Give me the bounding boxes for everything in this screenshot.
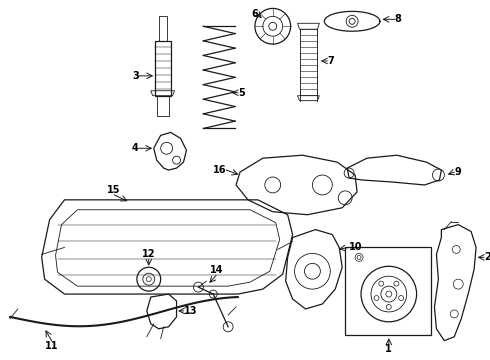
Bar [157, 96, 169, 116]
Text: 6: 6 [251, 9, 258, 19]
Text: 8: 8 [395, 14, 402, 24]
Text: 11: 11 [45, 341, 58, 351]
Text: 1: 1 [386, 344, 392, 354]
Bar [155, 41, 171, 96]
Bar [345, 247, 432, 335]
Text: 7: 7 [327, 56, 334, 66]
Text: 15: 15 [107, 185, 121, 195]
Text: 16: 16 [213, 165, 226, 175]
Text: 10: 10 [349, 242, 363, 252]
Text: 9: 9 [454, 167, 461, 177]
Text: 2: 2 [484, 252, 490, 262]
Text: 4: 4 [132, 143, 139, 153]
Text: 12: 12 [142, 249, 155, 259]
Text: 13: 13 [183, 306, 197, 316]
Text: 14: 14 [210, 265, 223, 275]
Text: 3: 3 [132, 71, 139, 81]
Text: 5: 5 [238, 88, 245, 98]
Bar [159, 16, 167, 41]
